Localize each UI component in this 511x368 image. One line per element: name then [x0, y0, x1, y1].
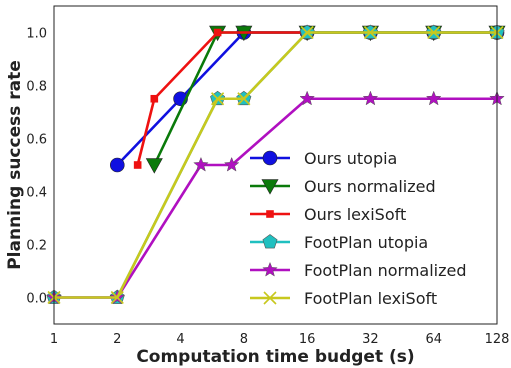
legend-entry: Ours utopia — [250, 149, 397, 168]
legend-marker — [262, 234, 278, 249]
legend-marker — [262, 150, 278, 166]
data-point — [427, 25, 441, 40]
data-point — [150, 94, 159, 103]
data-point — [133, 161, 142, 169]
data-point — [193, 156, 209, 172]
legend-label: Ours lexiSoft — [304, 205, 406, 224]
x-tick-label: 4 — [176, 332, 184, 347]
data-point — [145, 158, 163, 174]
data-point — [300, 25, 314, 40]
data-point — [223, 156, 240, 172]
data-point — [425, 90, 442, 106]
legend-entry: FootPlan utopia — [250, 233, 428, 252]
data-point — [362, 90, 379, 106]
legend-marker — [262, 261, 278, 277]
legend-label: FootPlan utopia — [304, 233, 428, 252]
legend-entry: FootPlan normalized — [250, 261, 467, 280]
data-point — [211, 92, 225, 106]
y-axis-label: Planning success rate — [5, 60, 25, 270]
legend-label: FootPlan normalized — [304, 261, 467, 280]
data-point — [237, 92, 251, 106]
x-tick-label: 16 — [299, 332, 316, 347]
legend-label: Ours normalized — [304, 177, 436, 196]
series-line — [54, 31, 497, 299]
x-tick-label: 128 — [485, 332, 510, 347]
x-tick-label: 8 — [240, 332, 248, 347]
data-point — [109, 157, 125, 173]
legend: Ours utopia Ours normalized Ours lexiSoft F… — [250, 149, 467, 308]
legend-marker — [263, 291, 277, 305]
y-tick-label: 0.2 — [26, 239, 47, 254]
x-tick-label: 1 — [50, 332, 58, 347]
legend-marker — [266, 210, 274, 218]
series-5 — [47, 25, 504, 305]
data-point — [213, 28, 222, 37]
legend-marker — [261, 179, 279, 195]
x-tick-label: 2 — [113, 332, 121, 347]
x-axis-label: Computation time budget (s) — [136, 347, 414, 367]
data-point — [110, 290, 124, 305]
data-point — [363, 25, 377, 40]
ticks-layer: 1 2 4 8 16 32 64 128 0.0 0.2 0.4 0.6 0.8 1.0 — [26, 27, 509, 348]
series-line — [54, 97, 497, 299]
plot-frame — [53, 5, 498, 325]
legend-entry: Ours lexiSoft — [250, 205, 406, 224]
y-tick-label: 0.6 — [26, 133, 47, 148]
y-tick-label: 0.0 — [26, 292, 47, 307]
data-point — [299, 90, 315, 106]
legend-entry: Ours normalized — [250, 177, 436, 196]
x-tick-label: 32 — [362, 332, 379, 347]
y-tick-label: 0.8 — [26, 80, 47, 95]
y-tick-label: 0.4 — [26, 186, 47, 201]
x-tick-label: 64 — [425, 332, 442, 347]
y-tick-label: 1.0 — [26, 27, 47, 42]
legend-label: Ours utopia — [304, 149, 397, 168]
legend-entry: FootPlan lexiSoft — [250, 289, 437, 308]
series-layer — [46, 24, 506, 305]
legend-label: FootPlan lexiSoft — [304, 289, 437, 308]
